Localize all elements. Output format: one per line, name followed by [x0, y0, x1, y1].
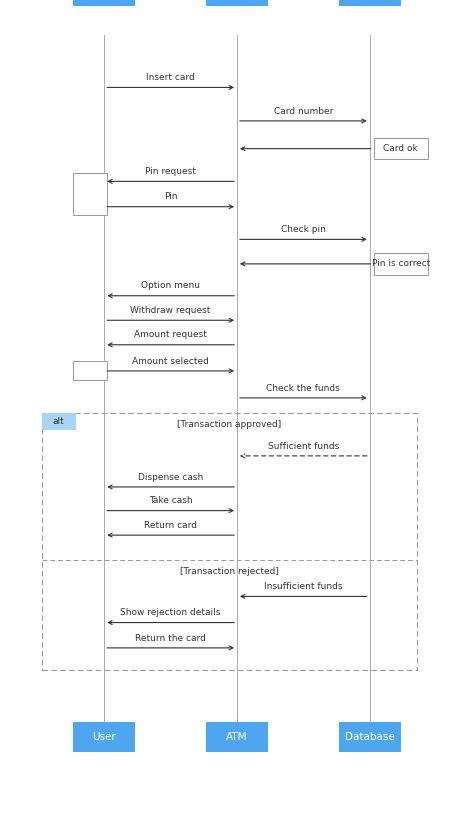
- Text: Insert card: Insert card: [146, 73, 195, 83]
- FancyBboxPatch shape: [73, 173, 107, 215]
- FancyBboxPatch shape: [42, 413, 76, 430]
- FancyBboxPatch shape: [206, 722, 268, 752]
- Text: Check the funds: Check the funds: [266, 383, 340, 393]
- Text: Insufficient funds: Insufficient funds: [264, 582, 343, 592]
- Text: Check pin: Check pin: [281, 225, 326, 234]
- Text: Pin request: Pin request: [145, 167, 196, 176]
- Text: Return card: Return card: [144, 520, 197, 530]
- Text: Withdraw request: Withdraw request: [130, 306, 211, 315]
- Text: Database: Database: [345, 732, 394, 742]
- Text: Card number: Card number: [273, 106, 333, 116]
- FancyBboxPatch shape: [339, 722, 401, 752]
- Text: Amount selected: Amount selected: [132, 356, 209, 366]
- FancyBboxPatch shape: [339, 0, 401, 6]
- Text: Amount request: Amount request: [134, 330, 207, 340]
- FancyBboxPatch shape: [73, 0, 135, 6]
- Text: Pin: Pin: [164, 192, 177, 202]
- Text: [Transaction approved]: [Transaction approved]: [177, 419, 282, 429]
- Text: Sufficient funds: Sufficient funds: [268, 441, 339, 451]
- Text: Option menu: Option menu: [141, 281, 200, 291]
- FancyBboxPatch shape: [73, 361, 107, 380]
- Text: User: User: [92, 732, 116, 742]
- FancyBboxPatch shape: [206, 0, 268, 6]
- FancyBboxPatch shape: [73, 722, 135, 752]
- Text: Return the card: Return the card: [135, 633, 206, 643]
- Text: Take cash: Take cash: [149, 496, 192, 506]
- Text: Card ok: Card ok: [383, 144, 418, 154]
- Text: ATM: ATM: [226, 732, 248, 742]
- Text: Pin is correct: Pin is correct: [372, 259, 430, 269]
- Text: alt: alt: [53, 417, 64, 426]
- Text: [Transaction rejected]: [Transaction rejected]: [180, 566, 279, 576]
- Text: Show rejection details: Show rejection details: [120, 608, 221, 618]
- Text: Dispense cash: Dispense cash: [138, 472, 203, 482]
